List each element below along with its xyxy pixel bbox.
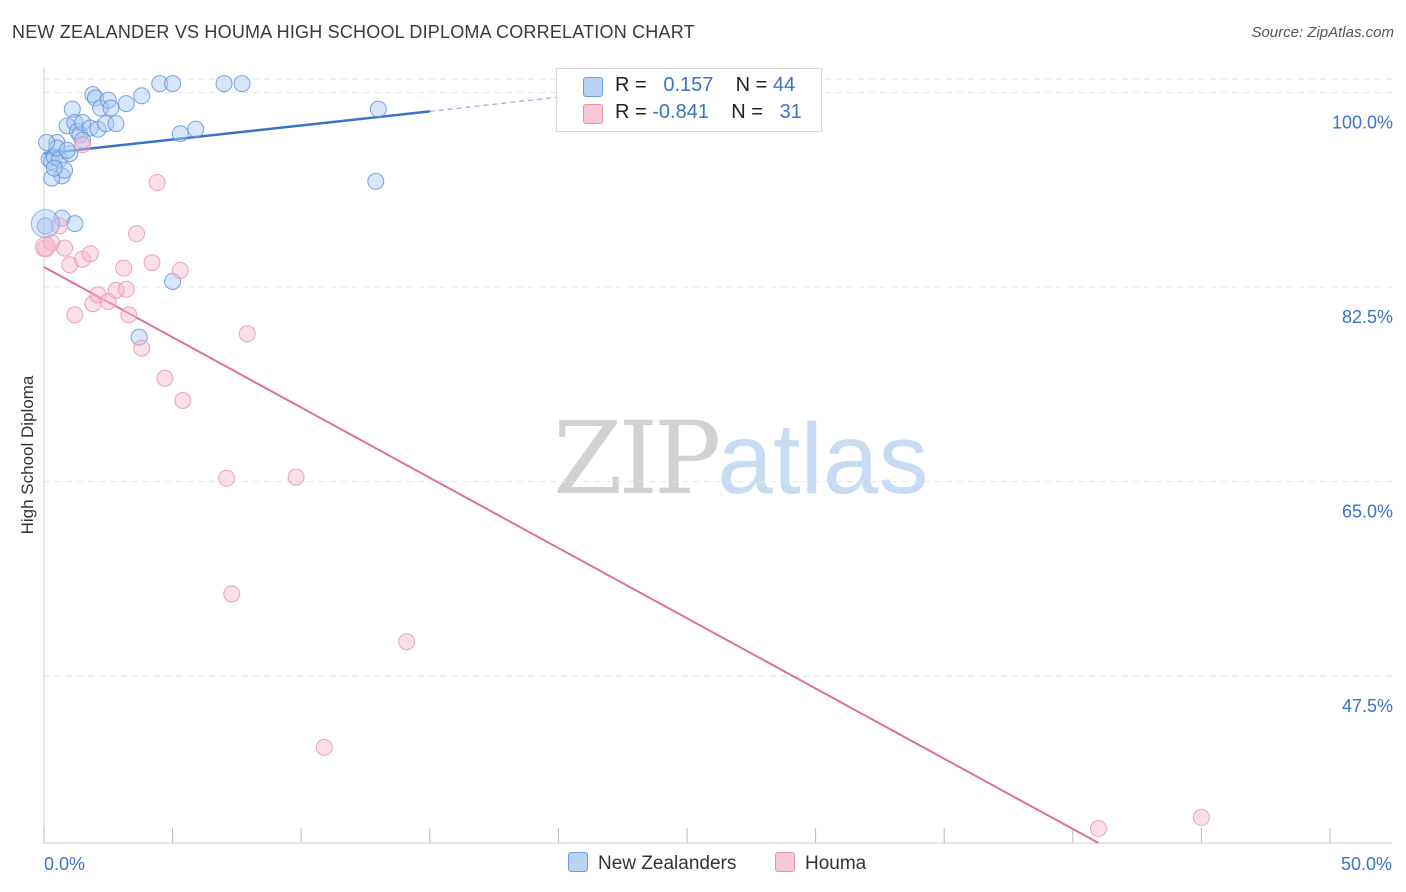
houma-point (120, 306, 138, 324)
watermark-zip: ZIP (553, 400, 721, 517)
new-zealander-point (36, 217, 54, 235)
new-zealander-point (45, 159, 63, 177)
new-zealander-point (102, 99, 120, 117)
new-zealander-point (38, 133, 56, 151)
legend-r-label: R = (615, 74, 647, 96)
new-zealander-point (107, 115, 125, 133)
new-zealander-point (68, 122, 86, 140)
houma-point (81, 245, 99, 263)
x-tick-label: 50.0% (1341, 854, 1392, 874)
bottom-legend-label: Houma (805, 853, 867, 874)
houma-point (171, 261, 189, 279)
houma-point (115, 259, 133, 277)
legend-n-value: 31 (779, 101, 802, 123)
legend-swatch-pink (775, 852, 795, 872)
houma-point (1192, 808, 1210, 826)
y-tick-label: 100.0% (1332, 112, 1393, 132)
legend-swatch-blue (568, 852, 588, 872)
houma-point (174, 391, 192, 409)
new-zealander-point (56, 161, 74, 179)
new-zealander-point (215, 75, 233, 93)
houma-point (66, 306, 84, 324)
legend-r-value: -0.841 (652, 101, 709, 123)
houma-point (218, 469, 236, 487)
new-zealander-trend-line (43, 110, 430, 155)
houma-point (117, 280, 135, 298)
y-tick-label: 47.5% (1342, 696, 1393, 716)
tick-labels: 47.5% 65.0% 82.5% 100.0% 0.0% 50.0% (44, 112, 1393, 874)
new-zealander-point (97, 115, 115, 133)
x-tick-label: 0.0% (44, 854, 85, 874)
new-zealander-point (117, 95, 135, 113)
houma-point (143, 254, 161, 272)
legend-n-value: 44 (772, 74, 796, 96)
y-tick-label: 65.0% (1342, 502, 1393, 522)
stats-legend: R = 0.157 N = 44 R = -0.841 N = 31 (556, 68, 822, 132)
houma-point (148, 174, 166, 192)
new-zealander-point (164, 75, 182, 93)
houma-trend-line (43, 266, 1099, 844)
axes (43, 68, 1392, 844)
new-zealander-trend-extension (429, 90, 610, 112)
legend-n-label: N = (735, 74, 768, 96)
bottom-legend-label: New Zealanders (598, 853, 737, 874)
houma-point (34, 236, 56, 258)
new-zealander-point (369, 100, 387, 118)
legend-r-value: 0.157 (663, 74, 714, 96)
y-tick-label: 82.5% (1342, 307, 1393, 327)
houma-point (128, 225, 146, 243)
legend-swatch-blue (583, 77, 603, 97)
new-zealander-point (151, 75, 169, 93)
houma-point (223, 585, 241, 603)
houma-point (61, 256, 79, 274)
new-zealander-point (30, 209, 60, 239)
new-zealander-point (74, 131, 92, 149)
new-zealander-point (58, 141, 76, 159)
new-zealander-point (130, 328, 148, 346)
houma-point (238, 325, 256, 343)
bottom-legend-new-zealanders[interactable]: New Zealanders (568, 852, 736, 875)
houma-point (287, 468, 305, 486)
new-zealander-point (133, 87, 151, 105)
houma-point (133, 339, 151, 357)
houma-point (315, 738, 333, 756)
new-zealander-point (86, 89, 104, 107)
chart-title: NEW ZEALANDER VS HOUMA HIGH SCHOOL DIPLO… (12, 22, 695, 42)
legend-text-pink: R = -0.841 N = 31 (615, 101, 802, 124)
watermark: ZIPatlas (553, 400, 929, 517)
data-points (30, 75, 1210, 838)
houma-point (398, 633, 416, 651)
houma-point (89, 286, 107, 304)
new-zealander-point (187, 120, 205, 138)
houma-point (56, 239, 74, 257)
houma-point (1090, 820, 1108, 838)
houma-point (156, 369, 174, 387)
houma-point (74, 136, 92, 154)
new-zealander-point (367, 172, 385, 190)
new-zealander-point (63, 100, 81, 118)
legend-text-blue: R = 0.157 N = 44 (615, 74, 795, 97)
bottom-legend-houma[interactable]: Houma (775, 852, 866, 875)
source-label: Source: ZipAtlas.com (1251, 24, 1394, 41)
watermark-atlas: atlas (717, 403, 929, 515)
new-zealander-point (171, 125, 189, 143)
legend-n-label: N = (731, 101, 763, 123)
new-zealander-point (233, 75, 251, 93)
legend-r-label: R = (615, 101, 647, 123)
new-zealander-point (43, 169, 61, 187)
trend-lines (43, 90, 1099, 844)
new-zealander-point (84, 86, 102, 104)
new-zealander-point (48, 139, 66, 157)
legend-swatch-pink (583, 104, 603, 124)
new-zealander-point (66, 215, 84, 233)
new-zealander-point (61, 145, 79, 163)
